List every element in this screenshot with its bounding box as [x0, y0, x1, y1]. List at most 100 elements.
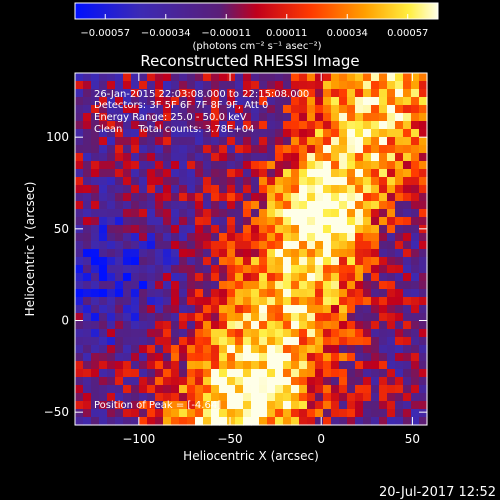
heatmap-cell — [291, 113, 300, 122]
heatmap-cell — [187, 121, 196, 130]
heatmap-cell — [387, 401, 396, 410]
heatmap-cell — [283, 113, 292, 122]
heatmap-cell — [371, 353, 380, 362]
heatmap-cell — [251, 329, 260, 338]
heatmap-cell — [203, 361, 212, 370]
heatmap-cell — [115, 185, 124, 194]
heatmap-cell — [99, 161, 108, 170]
heatmap-cell — [139, 369, 148, 378]
heatmap-cell — [347, 345, 356, 354]
heatmap-cell — [267, 409, 276, 418]
heatmap-cell — [315, 97, 324, 106]
heatmap-cell — [387, 361, 396, 370]
heatmap-cell — [123, 105, 132, 114]
heatmap-cell — [387, 241, 396, 250]
heatmap-cell — [219, 345, 228, 354]
heatmap-cell — [419, 129, 428, 138]
heatmap-cell — [275, 305, 284, 314]
heatmap-cell — [123, 225, 132, 234]
heatmap-cell — [147, 97, 156, 106]
heatmap-cell — [123, 81, 132, 90]
heatmap-cell — [107, 297, 116, 306]
heatmap-cell — [211, 145, 220, 154]
heatmap-cell — [379, 417, 388, 426]
heatmap-cell — [75, 185, 84, 194]
heatmap-cell — [291, 129, 300, 138]
heatmap-cell — [235, 137, 244, 146]
heatmap-cell — [235, 305, 244, 314]
heatmap-cell — [395, 241, 404, 250]
heatmap-cell — [299, 337, 308, 346]
colorbar-unit-label: (photons cm⁻² s⁻¹ asec⁻²) — [192, 41, 321, 52]
heatmap-cell — [171, 377, 180, 386]
heatmap-cell — [411, 385, 420, 394]
heatmap-cell — [379, 169, 388, 178]
heatmap-cell — [403, 129, 412, 138]
heatmap-cell — [267, 401, 276, 410]
heatmap-cell — [347, 353, 356, 362]
heatmap-cell — [259, 201, 268, 210]
heatmap-cell — [91, 297, 100, 306]
heatmap-cell — [275, 73, 284, 82]
heatmap-cell — [91, 97, 100, 106]
heatmap-cell — [147, 105, 156, 114]
heatmap-cell — [99, 137, 108, 146]
heatmap-cell — [171, 153, 180, 162]
heatmap-cell — [403, 89, 412, 98]
heatmap-cell — [131, 385, 140, 394]
heatmap-cell — [419, 265, 428, 274]
heatmap-cell — [411, 145, 420, 154]
heatmap-cell — [139, 209, 148, 218]
heatmap-cell — [123, 161, 132, 170]
heatmap-cell — [91, 393, 100, 402]
heatmap-cell — [307, 225, 316, 234]
heatmap-cell — [387, 153, 396, 162]
heatmap-cell — [75, 313, 84, 322]
heatmap-cell — [203, 401, 212, 410]
heatmap-cell — [131, 369, 140, 378]
heatmap-cell — [171, 353, 180, 362]
heatmap-cell — [315, 233, 324, 242]
heatmap-cell — [139, 385, 148, 394]
heatmap-cell — [379, 73, 388, 82]
heatmap-cell — [139, 393, 148, 402]
heatmap-cell — [355, 161, 364, 170]
heatmap-cell — [299, 409, 308, 418]
heatmap-cell — [179, 153, 188, 162]
heatmap-cell — [291, 105, 300, 114]
heatmap-cell — [355, 249, 364, 258]
heatmap-cell — [219, 393, 228, 402]
heatmap-cell — [307, 329, 316, 338]
heatmap-cell — [123, 97, 132, 106]
heatmap-cell — [147, 201, 156, 210]
heatmap-cell — [147, 121, 156, 130]
heatmap-cell — [283, 353, 292, 362]
heatmap-cell — [227, 385, 236, 394]
heatmap-cell — [123, 241, 132, 250]
heatmap-cell — [283, 273, 292, 282]
heatmap-cell — [267, 257, 276, 266]
heatmap-cell — [275, 401, 284, 410]
heatmap-cell — [139, 169, 148, 178]
heatmap-cell — [131, 113, 140, 122]
heatmap-cell — [139, 305, 148, 314]
heatmap-cell — [395, 393, 404, 402]
heatmap-cell — [291, 273, 300, 282]
heatmap-cell — [75, 113, 84, 122]
heatmap-cell — [403, 137, 412, 146]
heatmap-cell — [163, 233, 172, 242]
heatmap-cell — [219, 241, 228, 250]
heatmap-cell — [403, 361, 412, 370]
heatmap-cell — [379, 233, 388, 242]
heatmap-cell — [259, 81, 268, 90]
heatmap-cell — [323, 153, 332, 162]
heatmap-cell — [235, 217, 244, 226]
heatmap-cell — [243, 73, 252, 82]
heatmap-cell — [155, 361, 164, 370]
heatmap-cell — [91, 193, 100, 202]
heatmap-cell — [227, 185, 236, 194]
heatmap-cell — [107, 217, 116, 226]
heatmap-cell — [243, 377, 252, 386]
heatmap-cell — [339, 329, 348, 338]
heatmap-cell — [115, 113, 124, 122]
